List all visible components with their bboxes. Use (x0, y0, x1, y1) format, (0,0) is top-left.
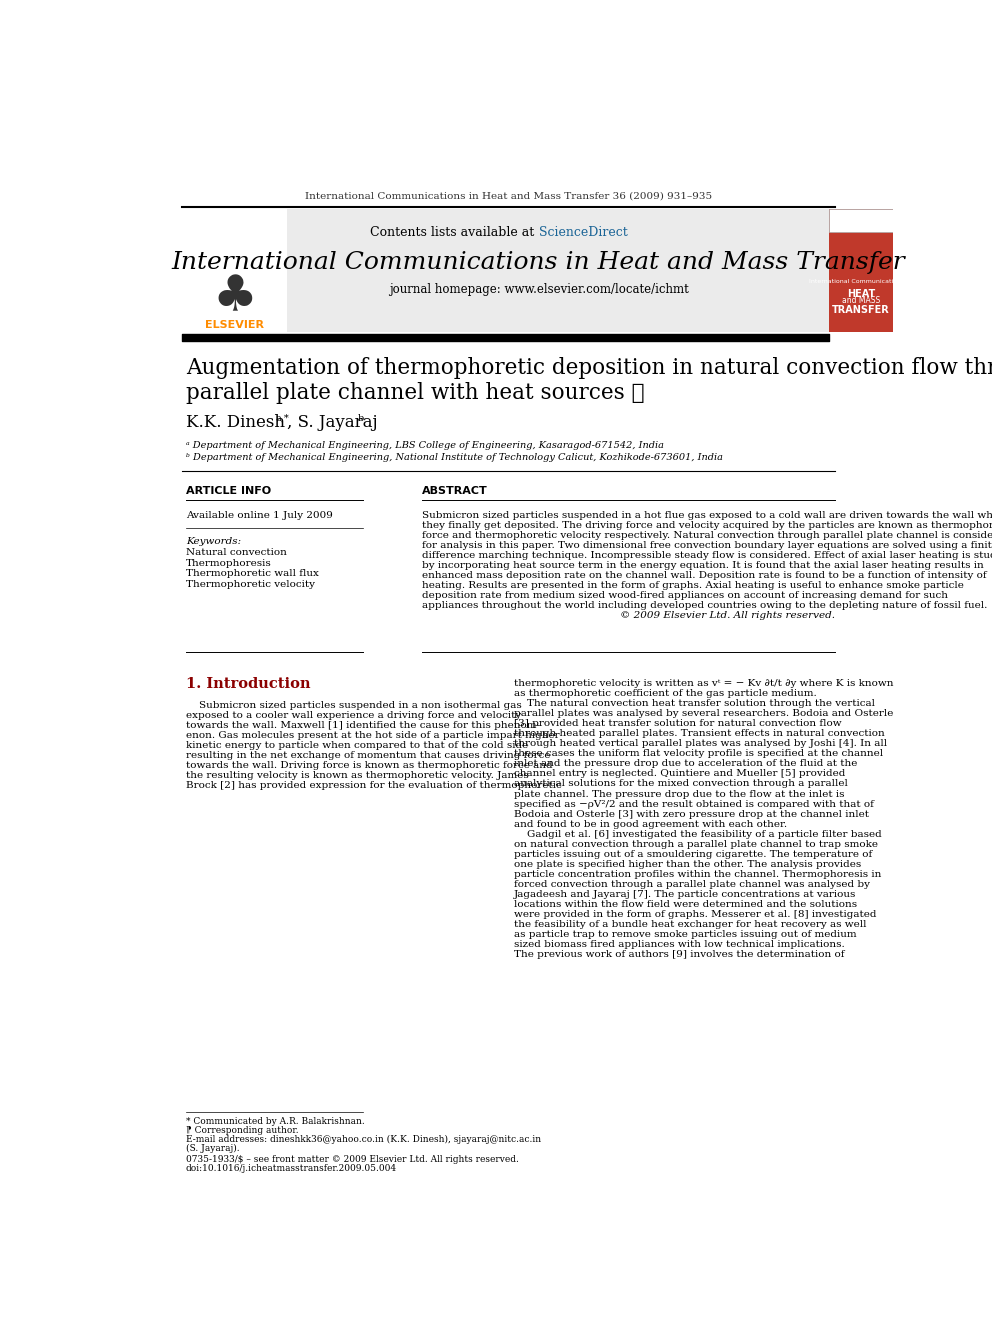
Text: towards the wall. Driving force is known as thermophoretic force and: towards the wall. Driving force is known… (186, 761, 553, 770)
Text: The natural convection heat transfer solution through the vertical: The natural convection heat transfer sol… (514, 700, 875, 708)
Text: through heated vertical parallel plates was analysed by Joshi [4]. In all: through heated vertical parallel plates … (514, 740, 887, 749)
Text: Thermophoretic velocity: Thermophoretic velocity (186, 579, 315, 589)
Text: , S. Jayaraj: , S. Jayaraj (287, 414, 377, 430)
Text: Submicron sized particles suspended in a non isothermal gas: Submicron sized particles suspended in a… (186, 701, 522, 710)
Text: ♣: ♣ (212, 274, 257, 321)
Text: Bodoia and Osterle [3] with zero pressure drop at the channel inlet: Bodoia and Osterle [3] with zero pressur… (514, 810, 869, 819)
Bar (829, 209, 893, 232)
Text: and MASS: and MASS (842, 296, 880, 304)
Text: Available online 1 July 2009: Available online 1 July 2009 (186, 511, 333, 520)
Text: deposition rate from medium sized wood-fired appliances on account of increasing: deposition rate from medium sized wood-f… (423, 591, 948, 599)
Text: Thermophoretic wall flux: Thermophoretic wall flux (186, 569, 318, 578)
Text: International Communications in Heat and Mass Transfer 36 (2009) 931–935: International Communications in Heat and… (305, 192, 712, 200)
Text: Augmentation of thermophoretic deposition in natural convection flow through a: Augmentation of thermophoretic depositio… (186, 357, 992, 380)
Text: the resulting velocity is known as thermophoretic velocity. James: the resulting velocity is known as therm… (186, 771, 529, 781)
Text: they finally get deposited. The driving force and velocity acquired by the parti: they finally get deposited. The driving … (423, 521, 992, 529)
Text: International Communications in Heat and Mass Transfer: International Communications in Heat and… (172, 251, 906, 274)
Text: Gadgil et al. [6] investigated the feasibility of a particle filter based: Gadgil et al. [6] investigated the feasi… (514, 830, 882, 839)
Text: International Communications in: International Communications in (809, 279, 913, 284)
Text: towards the wall. Maxwell [1] identified the cause for this phenom-: towards the wall. Maxwell [1] identified… (186, 721, 540, 730)
Text: (S. Jayaraj).: (S. Jayaraj). (186, 1143, 240, 1152)
Text: parallel plate channel with heat sources ☆: parallel plate channel with heat sources… (186, 382, 645, 404)
Text: channel entry is neglected. Quintiere and Mueller [5] provided: channel entry is neglected. Quintiere an… (514, 770, 845, 778)
Text: on natural convection through a parallel plate channel to trap smoke: on natural convection through a parallel… (514, 840, 878, 848)
Text: resulting in the net exchange of momentum that causes driving force: resulting in the net exchange of momentu… (186, 751, 551, 759)
Text: as thermophoretic coefficient of the gas particle medium.: as thermophoretic coefficient of the gas… (514, 689, 816, 699)
Text: by incorporating heat source term in the energy equation. It is found that the a: by incorporating heat source term in the… (423, 561, 984, 570)
Text: [3] provided heat transfer solution for natural convection flow: [3] provided heat transfer solution for … (514, 720, 841, 729)
Bar (829, 209, 893, 332)
Text: thermophoretic velocity is written as vᵗ = − Kv ∂t/t ∂y where K is known: thermophoretic velocity is written as vᵗ… (514, 680, 894, 688)
Text: plate channel. The pressure drop due to the flow at the inlet is: plate channel. The pressure drop due to … (514, 790, 844, 799)
Text: analytical solutions for the mixed convection through a parallel: analytical solutions for the mixed conve… (514, 779, 848, 789)
Text: b: b (358, 414, 364, 423)
Text: as particle trap to remove smoke particles issuing out of medium: as particle trap to remove smoke particl… (514, 930, 856, 938)
Text: forced convection through a parallel plate channel was analysed by: forced convection through a parallel pla… (514, 880, 870, 889)
Text: The previous work of authors [9] involves the determination of: The previous work of authors [9] involve… (514, 950, 844, 959)
Text: journal homepage: www.elsevier.com/locate/ichmt: journal homepage: www.elsevier.com/locat… (389, 283, 688, 296)
Text: Submicron sized particles suspended in a hot flue gas exposed to a cold wall are: Submicron sized particles suspended in a… (423, 511, 992, 520)
Text: were provided in the form of graphs. Messerer et al. [8] investigated: were provided in the form of graphs. Mes… (514, 910, 876, 918)
Text: doi:10.1016/j.icheatmasstransfer.2009.05.004: doi:10.1016/j.icheatmasstransfer.2009.05… (186, 1164, 397, 1172)
Text: one plate is specified higher than the other. The analysis provides: one plate is specified higher than the o… (514, 860, 861, 869)
Text: Keywords:: Keywords: (186, 537, 241, 546)
Text: difference marching technique. Incompressible steady flow is considered. Effect : difference marching technique. Incompres… (423, 550, 992, 560)
Text: inlet and the pressure drop due to acceleration of the fluid at the: inlet and the pressure drop due to accel… (514, 759, 857, 769)
Text: force and thermophoretic velocity respectively. Natural convection through paral: force and thermophoretic velocity respec… (423, 531, 992, 540)
Text: ELSEVIER: ELSEVIER (205, 320, 264, 329)
Text: TRANSFER: TRANSFER (832, 304, 890, 315)
Text: ARTICLE INFO: ARTICLE INFO (186, 487, 271, 496)
Text: ABSTRACT: ABSTRACT (423, 487, 488, 496)
Text: kinetic energy to particle when compared to that of the cold side: kinetic energy to particle when compared… (186, 741, 529, 750)
Text: these cases the uniform flat velocity profile is specified at the channel: these cases the uniform flat velocity pr… (514, 749, 883, 758)
Text: ⁋ Corresponding author.: ⁋ Corresponding author. (186, 1126, 299, 1135)
Bar (183, 209, 829, 332)
Text: ᵇ Department of Mechanical Engineering, National Institute of Technology Calicut: ᵇ Department of Mechanical Engineering, … (186, 452, 723, 462)
Text: a,*: a,* (275, 414, 289, 423)
Text: through heated parallel plates. Transient effects in natural convection: through heated parallel plates. Transien… (514, 729, 885, 738)
Text: 0735-1933/$ – see front matter © 2009 Elsevier Ltd. All rights reserved.: 0735-1933/$ – see front matter © 2009 El… (186, 1155, 519, 1164)
Text: Thermophoresis: Thermophoresis (186, 558, 272, 568)
Text: ScienceDirect: ScienceDirect (539, 226, 627, 239)
Text: K.K. Dinesh: K.K. Dinesh (186, 414, 285, 430)
Text: and found to be in good agreement with each other.: and found to be in good agreement with e… (514, 819, 787, 828)
Text: for analysis in this paper. Two dimensional free convection boundary layer equat: for analysis in this paper. Two dimensio… (423, 541, 992, 550)
Text: exposed to a cooler wall experience a driving force and velocity: exposed to a cooler wall experience a dr… (186, 710, 521, 720)
Text: sized biomass fired appliances with low technical implications.: sized biomass fired appliances with low … (514, 939, 844, 949)
Text: particle concentration profiles within the channel. Thermophoresis in: particle concentration profiles within t… (514, 869, 881, 878)
Text: ᵃ Department of Mechanical Engineering, LBS College of Engineering, Kasaragod-67: ᵃ Department of Mechanical Engineering, … (186, 441, 664, 450)
Text: * Communicated by A.R. Balakrishnan.: * Communicated by A.R. Balakrishnan. (186, 1117, 365, 1126)
Text: particles issuing out of a smouldering cigarette. The temperature of: particles issuing out of a smouldering c… (514, 849, 872, 859)
Text: specified as −ρV²/2 and the result obtained is compared with that of: specified as −ρV²/2 and the result obtai… (514, 799, 874, 808)
Text: appliances throughout the world including developed countries owing to the deple: appliances throughout the world includin… (423, 601, 988, 610)
Text: enon. Gas molecules present at the hot side of a particle impart higher: enon. Gas molecules present at the hot s… (186, 732, 559, 740)
Text: 1. Introduction: 1. Introduction (186, 677, 310, 691)
Text: HEAT: HEAT (847, 288, 875, 299)
Text: © 2009 Elsevier Ltd. All rights reserved.: © 2009 Elsevier Ltd. All rights reserved… (620, 611, 834, 620)
Text: the feasibility of a bundle heat exchanger for heat recovery as well: the feasibility of a bundle heat exchang… (514, 919, 866, 929)
Text: locations within the flow field were determined and the solutions: locations within the flow field were det… (514, 900, 857, 909)
Text: Jagadeesh and Jayaraj [7]. The particle concentrations at various: Jagadeesh and Jayaraj [7]. The particle … (514, 889, 856, 898)
Text: E-mail addresses: dineshkk36@yahoo.co.in (K.K. Dinesh), sjayaraj@nitc.ac.in: E-mail addresses: dineshkk36@yahoo.co.in… (186, 1135, 541, 1144)
Text: Contents lists available at: Contents lists available at (370, 226, 539, 239)
Text: enhanced mass deposition rate on the channel wall. Deposition rate is found to b: enhanced mass deposition rate on the cha… (423, 570, 987, 579)
Text: heating. Results are presented in the form of graphs. Axial heating is useful to: heating. Results are presented in the fo… (423, 581, 964, 590)
Text: Natural convection: Natural convection (186, 548, 287, 557)
Bar (183, 209, 287, 332)
Text: Brock [2] has provided expression for the evaluation of thermophoretic: Brock [2] has provided expression for th… (186, 781, 561, 790)
Text: parallel plates was analysed by several researchers. Bodoia and Osterle: parallel plates was analysed by several … (514, 709, 893, 718)
